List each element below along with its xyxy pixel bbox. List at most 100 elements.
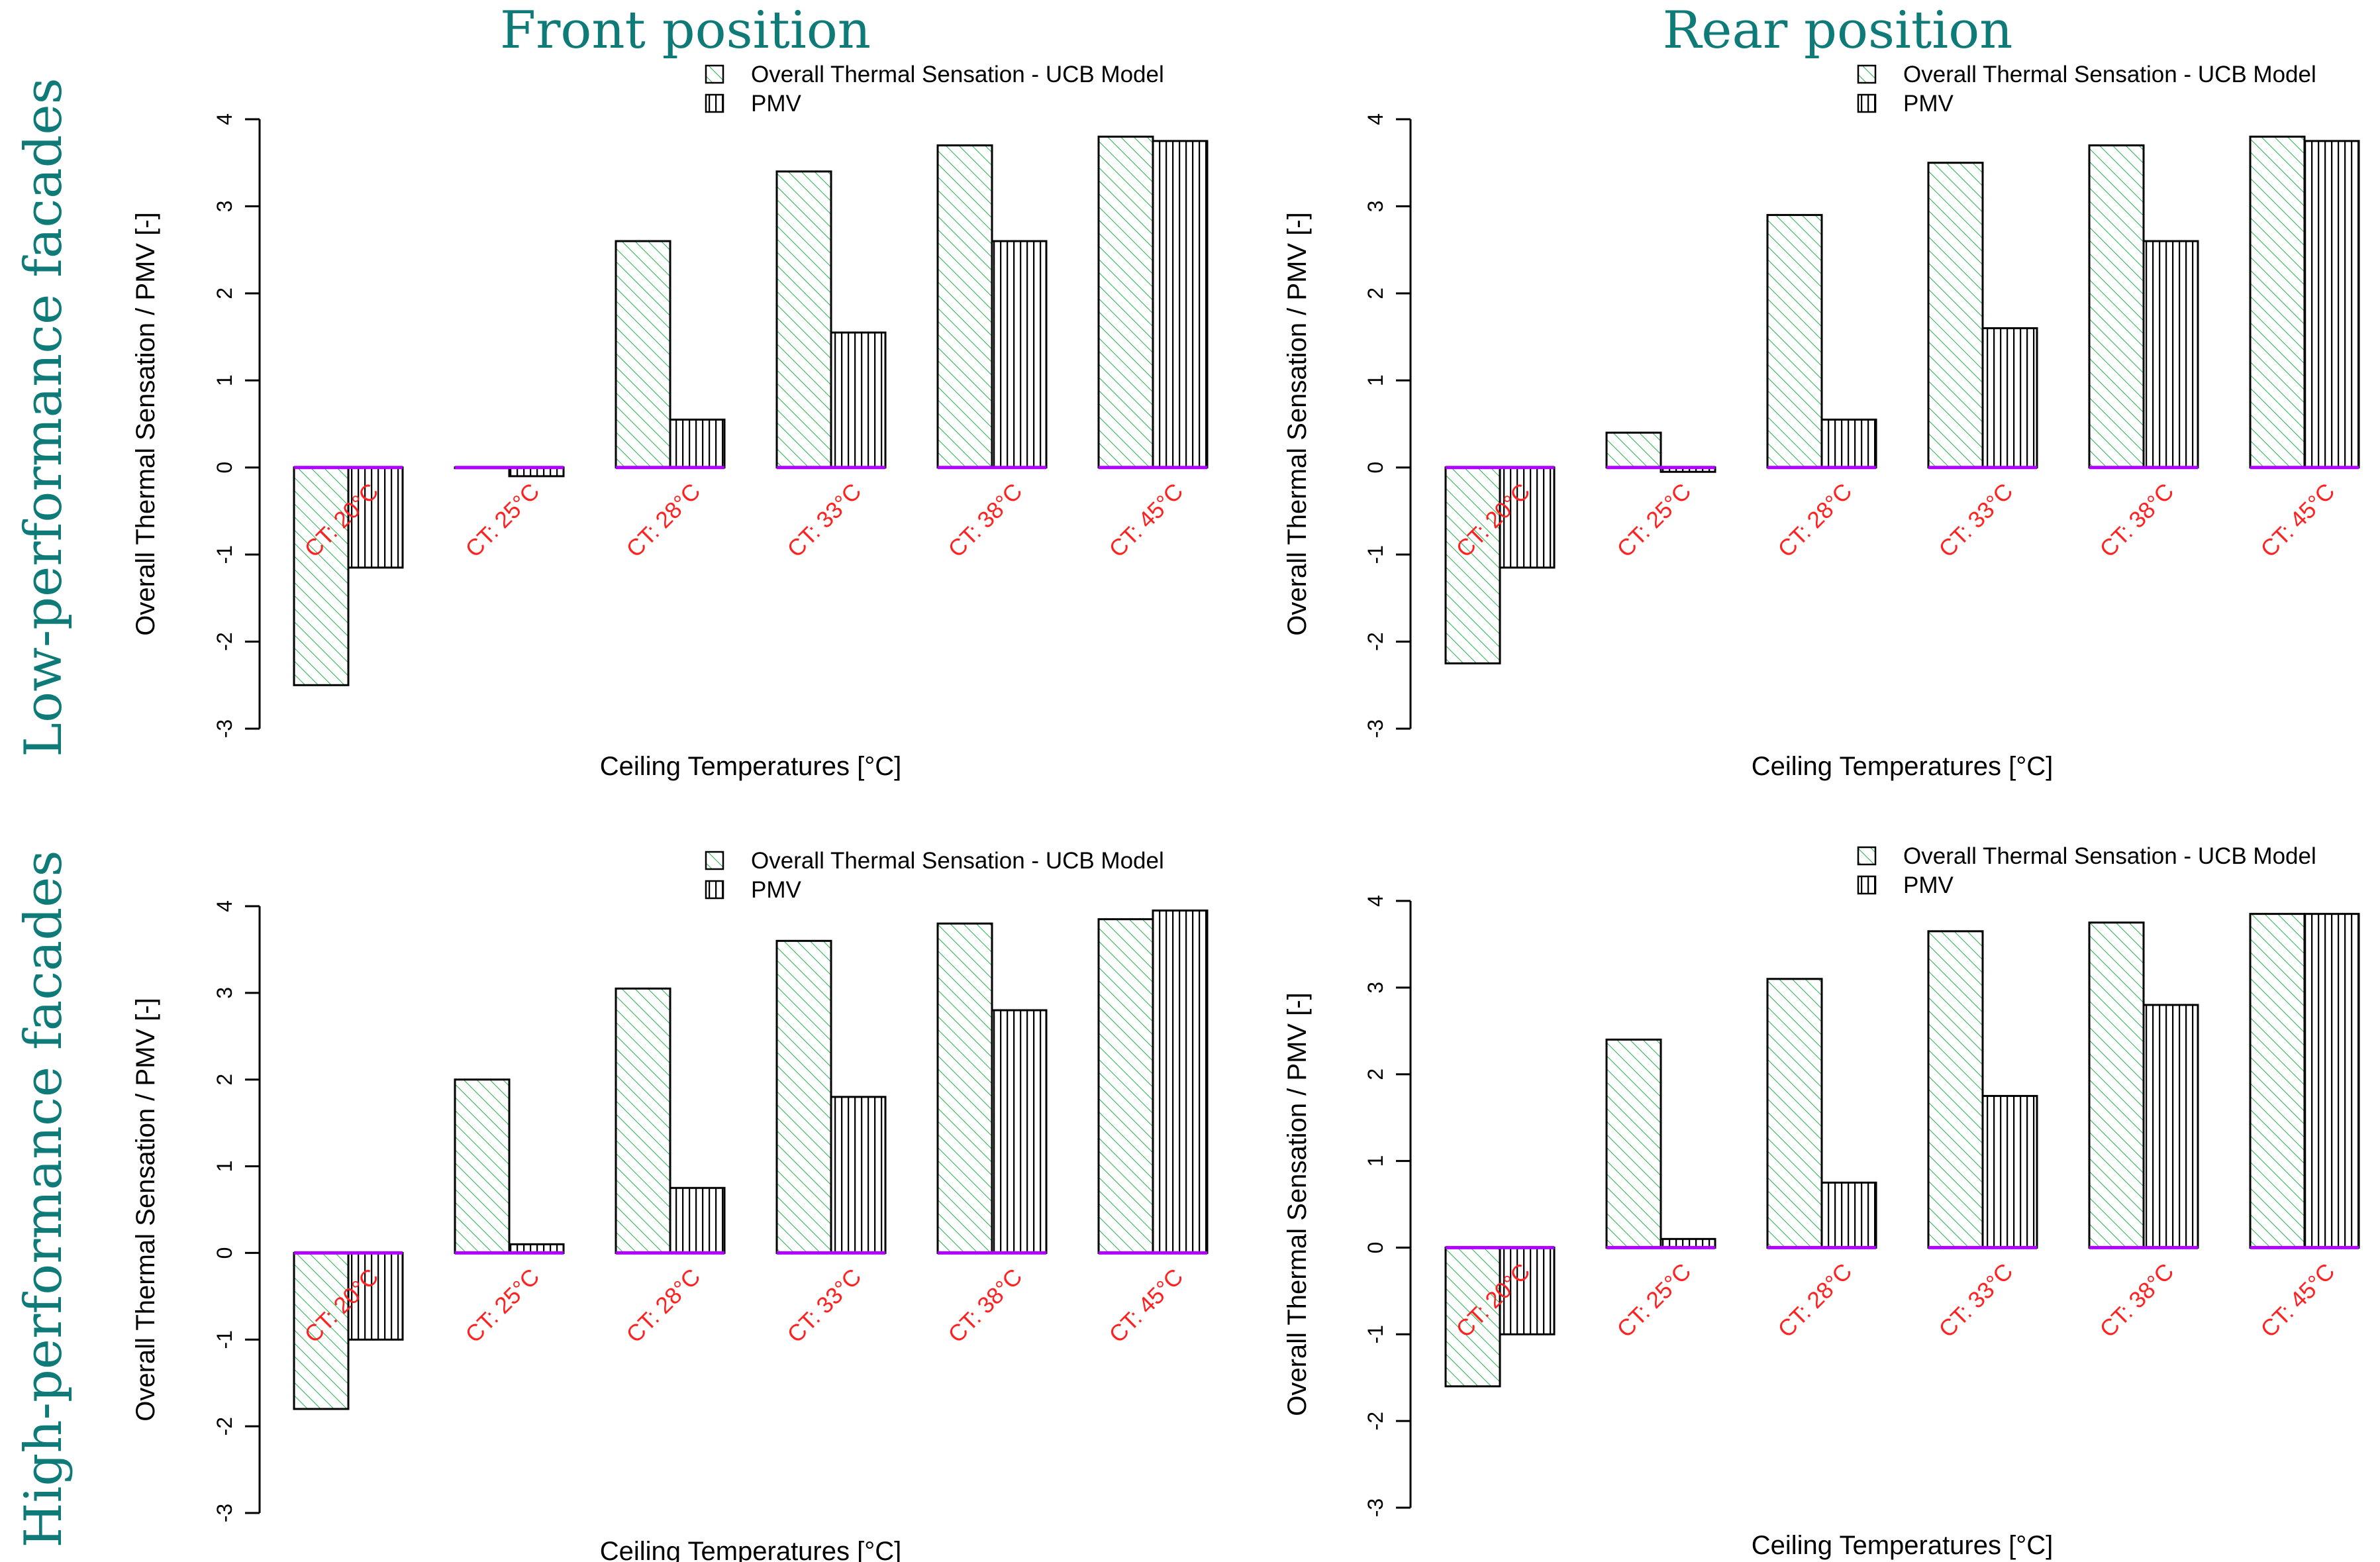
pmv-bar [2142, 1004, 2199, 1249]
legend-swatch-pmv [705, 880, 724, 900]
x-axis-title: Ceiling Temperatures [°C] [600, 1537, 901, 1562]
y-tick-label: 3 [213, 201, 236, 213]
ucb-bar [936, 144, 993, 469]
category-label: CT: 45°C [2256, 1259, 2340, 1343]
pmv-bar [830, 1096, 887, 1254]
pmv-bar [1981, 327, 2038, 469]
legend-label-pmv: PMV [751, 877, 802, 903]
legend-label-ucb: Overall Thermal Sensation - UCB Model [1903, 843, 2316, 869]
y-tick-label: 1 [213, 374, 236, 386]
category-label: CT: 38°C [943, 1264, 1027, 1348]
pmv-bar [1981, 1094, 2038, 1249]
chart-panel-1: -3 -2 -1 0 1 2 3 4 Overall Thermal Sensation / P… [1283, 62, 2360, 781]
ucb-bar [1766, 214, 1823, 469]
category-label: CT: 38°C [943, 478, 1027, 562]
category-label: CT: 33°C [1934, 1259, 2018, 1343]
category-label: CT: 45°C [2256, 478, 2340, 562]
category-label: CT: 28°C [621, 1264, 705, 1348]
legend: Overall Thermal Sensation - UCB Model PMV [1857, 62, 2316, 117]
x-axis-title: Ceiling Temperatures [°C] [600, 752, 901, 781]
y-tick-label: 2 [213, 287, 236, 299]
pmv-bar [991, 240, 1048, 469]
y-axis-title: Overall Thermal Sensation / PMV [-] [1283, 992, 1312, 1416]
category-label: CT: 25°C [1612, 1259, 1696, 1343]
ucb-bar [2088, 144, 2145, 469]
y-tick-label: -3 [213, 719, 236, 738]
chart-panel-3: -3 -2 -1 0 1 2 3 4 Overall Thermal Sensation / P… [1283, 843, 2360, 1560]
y-tick-label: 4 [1364, 113, 1387, 125]
column-title-front: Front position [500, 1, 871, 60]
ucb-bar [1097, 135, 1154, 469]
x-axis-title: Ceiling Temperatures [°C] [1752, 752, 2053, 781]
ucb-bar [2249, 913, 2306, 1249]
ucb-bar [775, 170, 832, 469]
y-tick-label: 4 [213, 900, 236, 912]
ucb-bar [454, 1078, 511, 1254]
legend-swatch-ucb [705, 64, 724, 84]
category-label: CT: 25°C [460, 1264, 544, 1348]
pmv-bar [669, 418, 726, 469]
category-label: CT: 28°C [1773, 1259, 1857, 1343]
y-tick-label: 2 [213, 1074, 236, 1086]
ucb-bar [2088, 921, 2145, 1249]
category-label: CT: 45°C [1104, 478, 1188, 562]
y-tick-label: -1 [213, 545, 236, 564]
y-tick-label: 1 [1364, 1155, 1387, 1167]
pmv-bar [1820, 1181, 1877, 1249]
ucb-bar [615, 240, 671, 469]
legend-swatch-pmv [1857, 875, 1877, 895]
pmv-bar [1820, 418, 1877, 469]
pmv-bar [2303, 913, 2360, 1249]
category-label: CT: 28°C [1773, 478, 1857, 562]
chart-panel-2: -3 -2 -1 0 1 2 3 4 Overall Thermal Sensation / P… [131, 848, 1209, 1562]
y-tick-label: 3 [213, 987, 236, 999]
legend-swatch-pmv [1857, 93, 1877, 113]
y-tick-label: 4 [1364, 895, 1387, 907]
y-tick-label: -1 [1364, 545, 1387, 564]
legend-swatch-ucb [705, 851, 724, 870]
category-label: CT: 45°C [1104, 1264, 1188, 1348]
chart-panel-0: -3 -2 -1 0 1 2 3 4 Overall Thermal Sensation / P… [131, 62, 1209, 781]
y-tick-label: 4 [213, 113, 236, 125]
pmv-bar [2303, 140, 2360, 469]
y-tick-label: -2 [1364, 632, 1387, 651]
y-tick-label: -2 [213, 632, 236, 651]
ucb-bar [615, 987, 671, 1254]
y-tick-label: -3 [1364, 719, 1387, 738]
x-axis-title: Ceiling Temperatures [°C] [1752, 1531, 2053, 1560]
ucb-bar [1605, 1038, 1662, 1249]
y-tick-label: 2 [1364, 1068, 1387, 1080]
y-tick-label: 0 [213, 1247, 236, 1259]
legend-swatch-pmv [705, 93, 724, 113]
y-tick-label: -3 [213, 1504, 236, 1522]
ucb-bar [2249, 135, 2306, 469]
legend-label-pmv: PMV [1903, 91, 1954, 117]
ucb-bar [1097, 918, 1154, 1254]
legend-label-pmv: PMV [1903, 872, 1954, 898]
category-label: CT: 25°C [1612, 478, 1696, 562]
category-label: CT: 33°C [1934, 478, 2018, 562]
y-tick-label: 1 [1364, 374, 1387, 386]
pmv-bar [1499, 1246, 1556, 1335]
pmv-bar [669, 1186, 726, 1254]
category-label: CT: 38°C [2095, 478, 2179, 562]
y-tick-label: 0 [1364, 462, 1387, 474]
category-label: CT: 33°C [782, 478, 866, 562]
legend: Overall Thermal Sensation - UCB Model PMV [705, 62, 1164, 117]
ucb-bar [293, 466, 350, 686]
pmv-bar [1499, 466, 1556, 569]
legend-label-ucb: Overall Thermal Sensation - UCB Model [751, 848, 1164, 874]
y-tick-label: 1 [213, 1161, 236, 1172]
legend-label-pmv: PMV [751, 91, 802, 117]
y-tick-label: 2 [1364, 287, 1387, 299]
category-label: CT: 25°C [460, 478, 544, 562]
pmv-bar [1152, 910, 1209, 1254]
legend: Overall Thermal Sensation - UCB Model PMV [705, 848, 1164, 903]
row-title-high: High-performance facades [14, 851, 74, 1548]
pmv-bar [2142, 240, 2199, 469]
y-tick-label: -3 [1364, 1498, 1387, 1517]
legend-swatch-ucb [1857, 64, 1877, 84]
pmv-bar [830, 331, 887, 469]
y-tick-label: -1 [213, 1330, 236, 1349]
